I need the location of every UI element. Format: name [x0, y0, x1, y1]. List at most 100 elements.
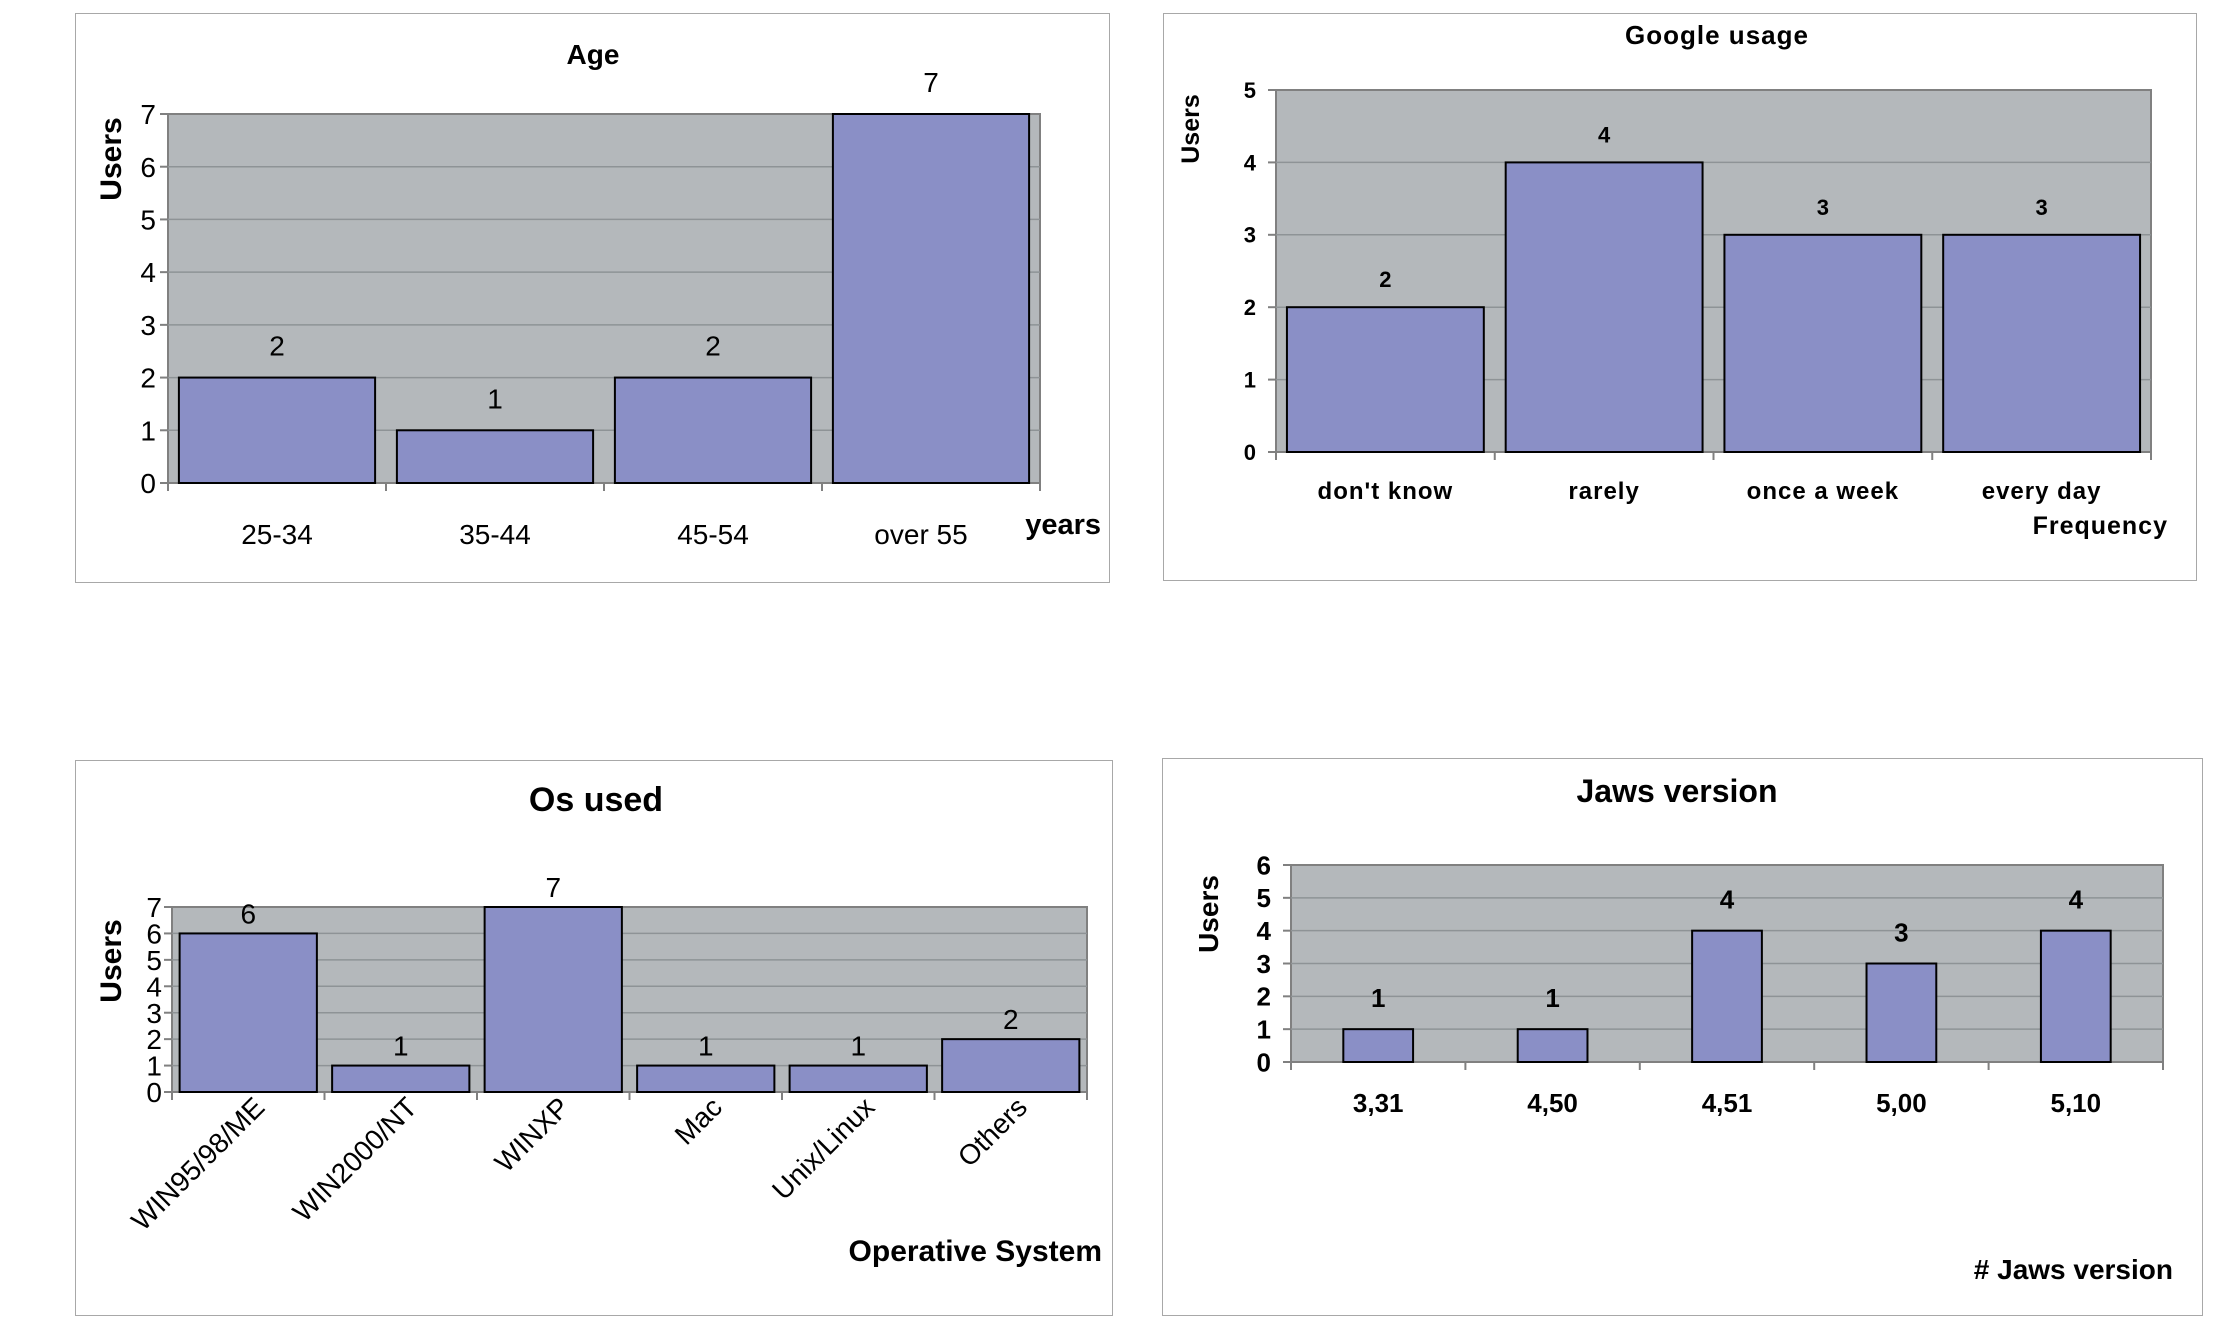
bar [831, 113, 1031, 484]
data-label: 1 [698, 1031, 714, 1062]
x-tick-label: don't know [1318, 478, 1454, 505]
y-tick-label: 5 [146, 945, 162, 976]
age-chart-panel: 0 1 2 3 4 5 6 7 2 25-34 1 35-44 2 45-54 7 over 55 Age U… [75, 13, 1110, 583]
y-tick-label: 2 [146, 1024, 162, 1055]
y-tick-label: 1 [140, 415, 156, 446]
bar [1942, 233, 2142, 453]
x-tick-label: over 55 [874, 519, 967, 550]
data-label: 1 [1371, 983, 1385, 1013]
chart-title: Google usage [1625, 20, 1809, 50]
y-axis-label: Users [95, 117, 128, 200]
data-label: 2 [1379, 267, 1391, 292]
data-label: 2 [269, 331, 285, 362]
data-label: 3 [1894, 918, 1908, 948]
data-label: 7 [545, 872, 561, 903]
y-tick-label: 0 [140, 468, 156, 499]
x-tick-label: 45-54 [677, 519, 749, 550]
data-label: 2 [1003, 1004, 1019, 1035]
y-tick-label: 0 [146, 1077, 162, 1108]
y-tick-label: 0 [1257, 1047, 1271, 1077]
data-label: 4 [2069, 885, 2084, 915]
data-label: 1 [1545, 983, 1559, 1013]
y-tick-label: 2 [1244, 295, 1256, 320]
google-usage-chart: 0 1 2 3 4 5 2 don't know 4 rarely 3 once a week 3 eve… [1177, 20, 2168, 540]
chart-title: Jaws version [1577, 773, 1778, 809]
data-label: 1 [487, 383, 503, 414]
data-label: 7 [923, 67, 939, 98]
y-tick-label: 2 [1257, 982, 1271, 1012]
y-tick-label: 4 [1257, 916, 1272, 946]
x-tick-label: Mac [669, 1091, 728, 1150]
y-axis-label: Users [1193, 875, 1224, 953]
y-tick-label: 5 [140, 205, 156, 236]
y-tick-label: 6 [1257, 850, 1271, 880]
y-tick-label: 4 [140, 257, 156, 288]
y-axis-label: Users [95, 919, 128, 1002]
x-tick-label: 5,00 [1876, 1088, 1927, 1118]
x-tick-label: 4,50 [1527, 1088, 1578, 1118]
x-tick-label: 35-44 [459, 519, 531, 550]
x-tick-label: 4,51 [1702, 1088, 1753, 1118]
y-tick-label: 2 [140, 363, 156, 394]
x-axis-label: Frequency [2033, 512, 2168, 540]
x-tick-label: WINXP [489, 1091, 576, 1178]
data-label: 1 [393, 1031, 409, 1062]
os-used-chart-panel: 0 1 2 3 4 5 6 7 6 WIN95/98/ME 1 WIN2000/NT 7 WINXP 1 Ma… [75, 760, 1113, 1316]
bar [331, 1064, 471, 1094]
y-tick-label: 6 [140, 152, 156, 183]
bar [1285, 306, 1485, 454]
y-tick-label: 4 [146, 971, 162, 1002]
x-tick-label: 5,10 [2050, 1088, 2101, 1118]
data-label: 1 [850, 1031, 866, 1062]
chart-title: Age [567, 39, 620, 70]
plot-area [171, 906, 1088, 1093]
chart-title: Os used [529, 781, 663, 819]
bar [1865, 962, 1938, 1063]
x-axis-label: Operative System [849, 1235, 1102, 1268]
x-tick-label: WIN95/98/ME [125, 1091, 270, 1236]
bar [788, 1064, 928, 1094]
x-tick-label: Others [952, 1091, 1033, 1172]
y-tick-label: 3 [146, 998, 162, 1029]
y-tick-label: 1 [146, 1051, 162, 1082]
bar [1723, 233, 1923, 453]
y-axis-label: Users [1177, 94, 1205, 164]
y-tick-label: 5 [1244, 78, 1256, 103]
x-tick-label: Unix/Linux [766, 1091, 880, 1205]
x-tick-label: once a week [1747, 478, 1899, 505]
data-label: 4 [1720, 885, 1735, 915]
y-tick-label: 3 [140, 310, 156, 341]
bar [613, 376, 813, 485]
data-label: 4 [1598, 122, 1611, 147]
bar [395, 429, 595, 484]
data-label: 3 [1817, 195, 1829, 220]
bar [177, 376, 377, 485]
y-tick-label: 7 [146, 892, 162, 923]
y-tick-label: 1 [1244, 368, 1256, 393]
bar [1691, 929, 1763, 1063]
bar [178, 932, 318, 1093]
google-usage-chart-panel: 0 1 2 3 4 5 2 don't know 4 rarely 3 once a week 3 eve… [1163, 13, 2197, 581]
y-tick-label: 5 [1257, 883, 1271, 913]
y-tick-label: 3 [1244, 223, 1256, 248]
x-tick-label: 25-34 [241, 519, 313, 550]
age-chart: 0 1 2 3 4 5 6 7 2 25-34 1 35-44 2 45-54 7 over 55 Age U… [95, 39, 1101, 550]
data-label: 6 [240, 898, 256, 929]
bar [941, 1038, 1081, 1093]
x-tick-label: 3,31 [1353, 1088, 1404, 1118]
data-label: 2 [705, 331, 721, 362]
bar [1516, 1028, 1589, 1063]
y-tick-label: 6 [146, 919, 162, 950]
y-tick-label: 0 [1244, 440, 1256, 465]
y-tick-label: 1 [1257, 1015, 1271, 1045]
x-tick-label: WIN2000/NT [287, 1091, 423, 1227]
x-axis-label: years [1025, 509, 1101, 541]
jaws-version-chart-panel: 0 1 2 3 4 5 6 1 3,31 1 4,50 4 4,51 3 5,00 4 5,10 Jaws ve… [1162, 758, 2203, 1316]
x-tick-label: every day [1982, 478, 2102, 505]
bar [1342, 1028, 1415, 1063]
bar [483, 906, 623, 1093]
x-tick-label: rarely [1568, 478, 1639, 505]
bar [636, 1064, 776, 1094]
